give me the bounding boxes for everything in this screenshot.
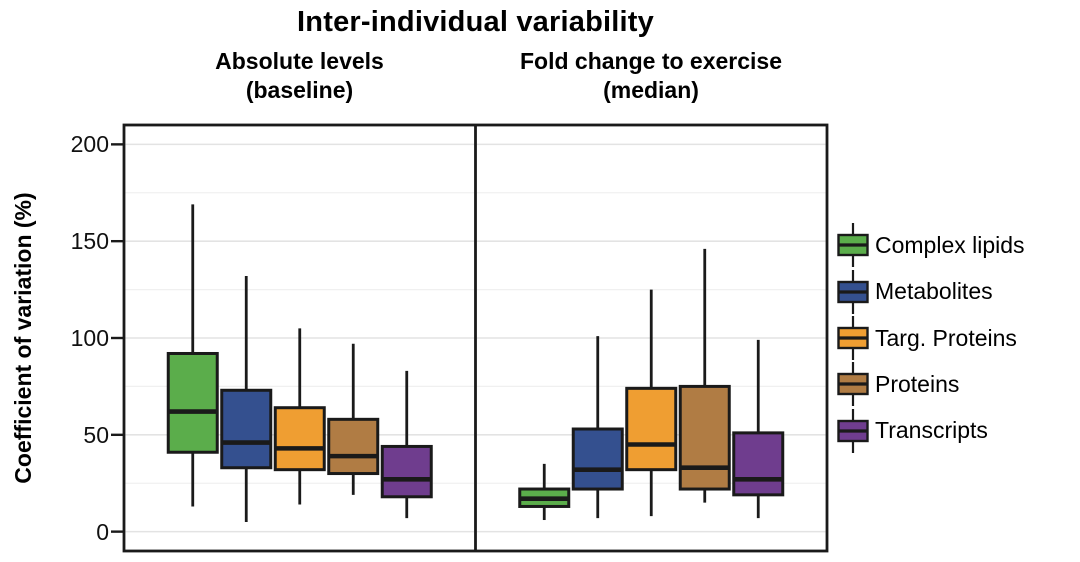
box-targ-proteins-facet1 <box>625 386 678 472</box>
legend-entry-transcripts: Transcripts <box>836 407 988 455</box>
legend-boxplot-icon-complex-lipids <box>837 223 869 268</box>
legend-label: Complex lipids <box>875 231 1025 258</box>
legend-boxplot-icon-targ-proteins <box>837 316 869 360</box>
legend-label: Metabolites <box>875 278 993 305</box>
legend-entry-proteins: Proteins <box>836 360 959 408</box>
facet-label-line1: Absolute levels <box>215 48 384 74</box>
box-transcripts-facet0 <box>380 444 433 499</box>
y-tick-label-100: 100 <box>70 325 109 351</box>
box-proteins-facet0 <box>327 417 380 476</box>
legend-label: Proteins <box>875 370 960 397</box>
legend-entry-targ-proteins: Targ. Proteins <box>836 314 1017 362</box>
y-tick-label-150: 150 <box>70 228 109 255</box>
legend-boxplot-icon-proteins <box>837 362 869 407</box>
box-metabolites-facet0 <box>220 388 273 470</box>
y-tick-label-50: 50 <box>83 421 109 448</box>
facet-label-line2: (baseline) <box>245 77 354 103</box>
legend-entry-metabolites: Metabolites <box>836 268 993 316</box>
legend-boxplot-icon-metabolites <box>837 269 869 314</box>
box-transcripts-facet1 <box>732 431 785 497</box>
box-targ-proteins-facet0 <box>273 406 326 472</box>
box-proteins-facet1 <box>678 384 731 491</box>
legend-boxplot-icon-transcripts <box>837 408 869 453</box>
chart-title: Inter-individual variability <box>297 6 654 38</box>
legend-label: Transcripts <box>875 417 988 444</box>
facet-label-line1: Fold change to exercise <box>519 48 783 74</box>
facet-header-baseline: Absolute levels (baseline) <box>124 47 475 105</box>
y-tick-label-200: 200 <box>70 131 109 158</box>
facet-label-line2: (median) <box>603 77 699 103</box>
box-complex-lipids-facet0 <box>166 351 219 454</box>
box-metabolites-facet1 <box>571 427 624 491</box>
legend-entry-complex-lipids: Complex lipids <box>836 221 1025 269</box>
y-tick-label-0: 0 <box>96 518 109 545</box>
facet-header-foldchange: Fold change to exercise (median) <box>475 47 827 105</box>
legend-label: Targ. Proteins <box>875 324 1017 351</box>
